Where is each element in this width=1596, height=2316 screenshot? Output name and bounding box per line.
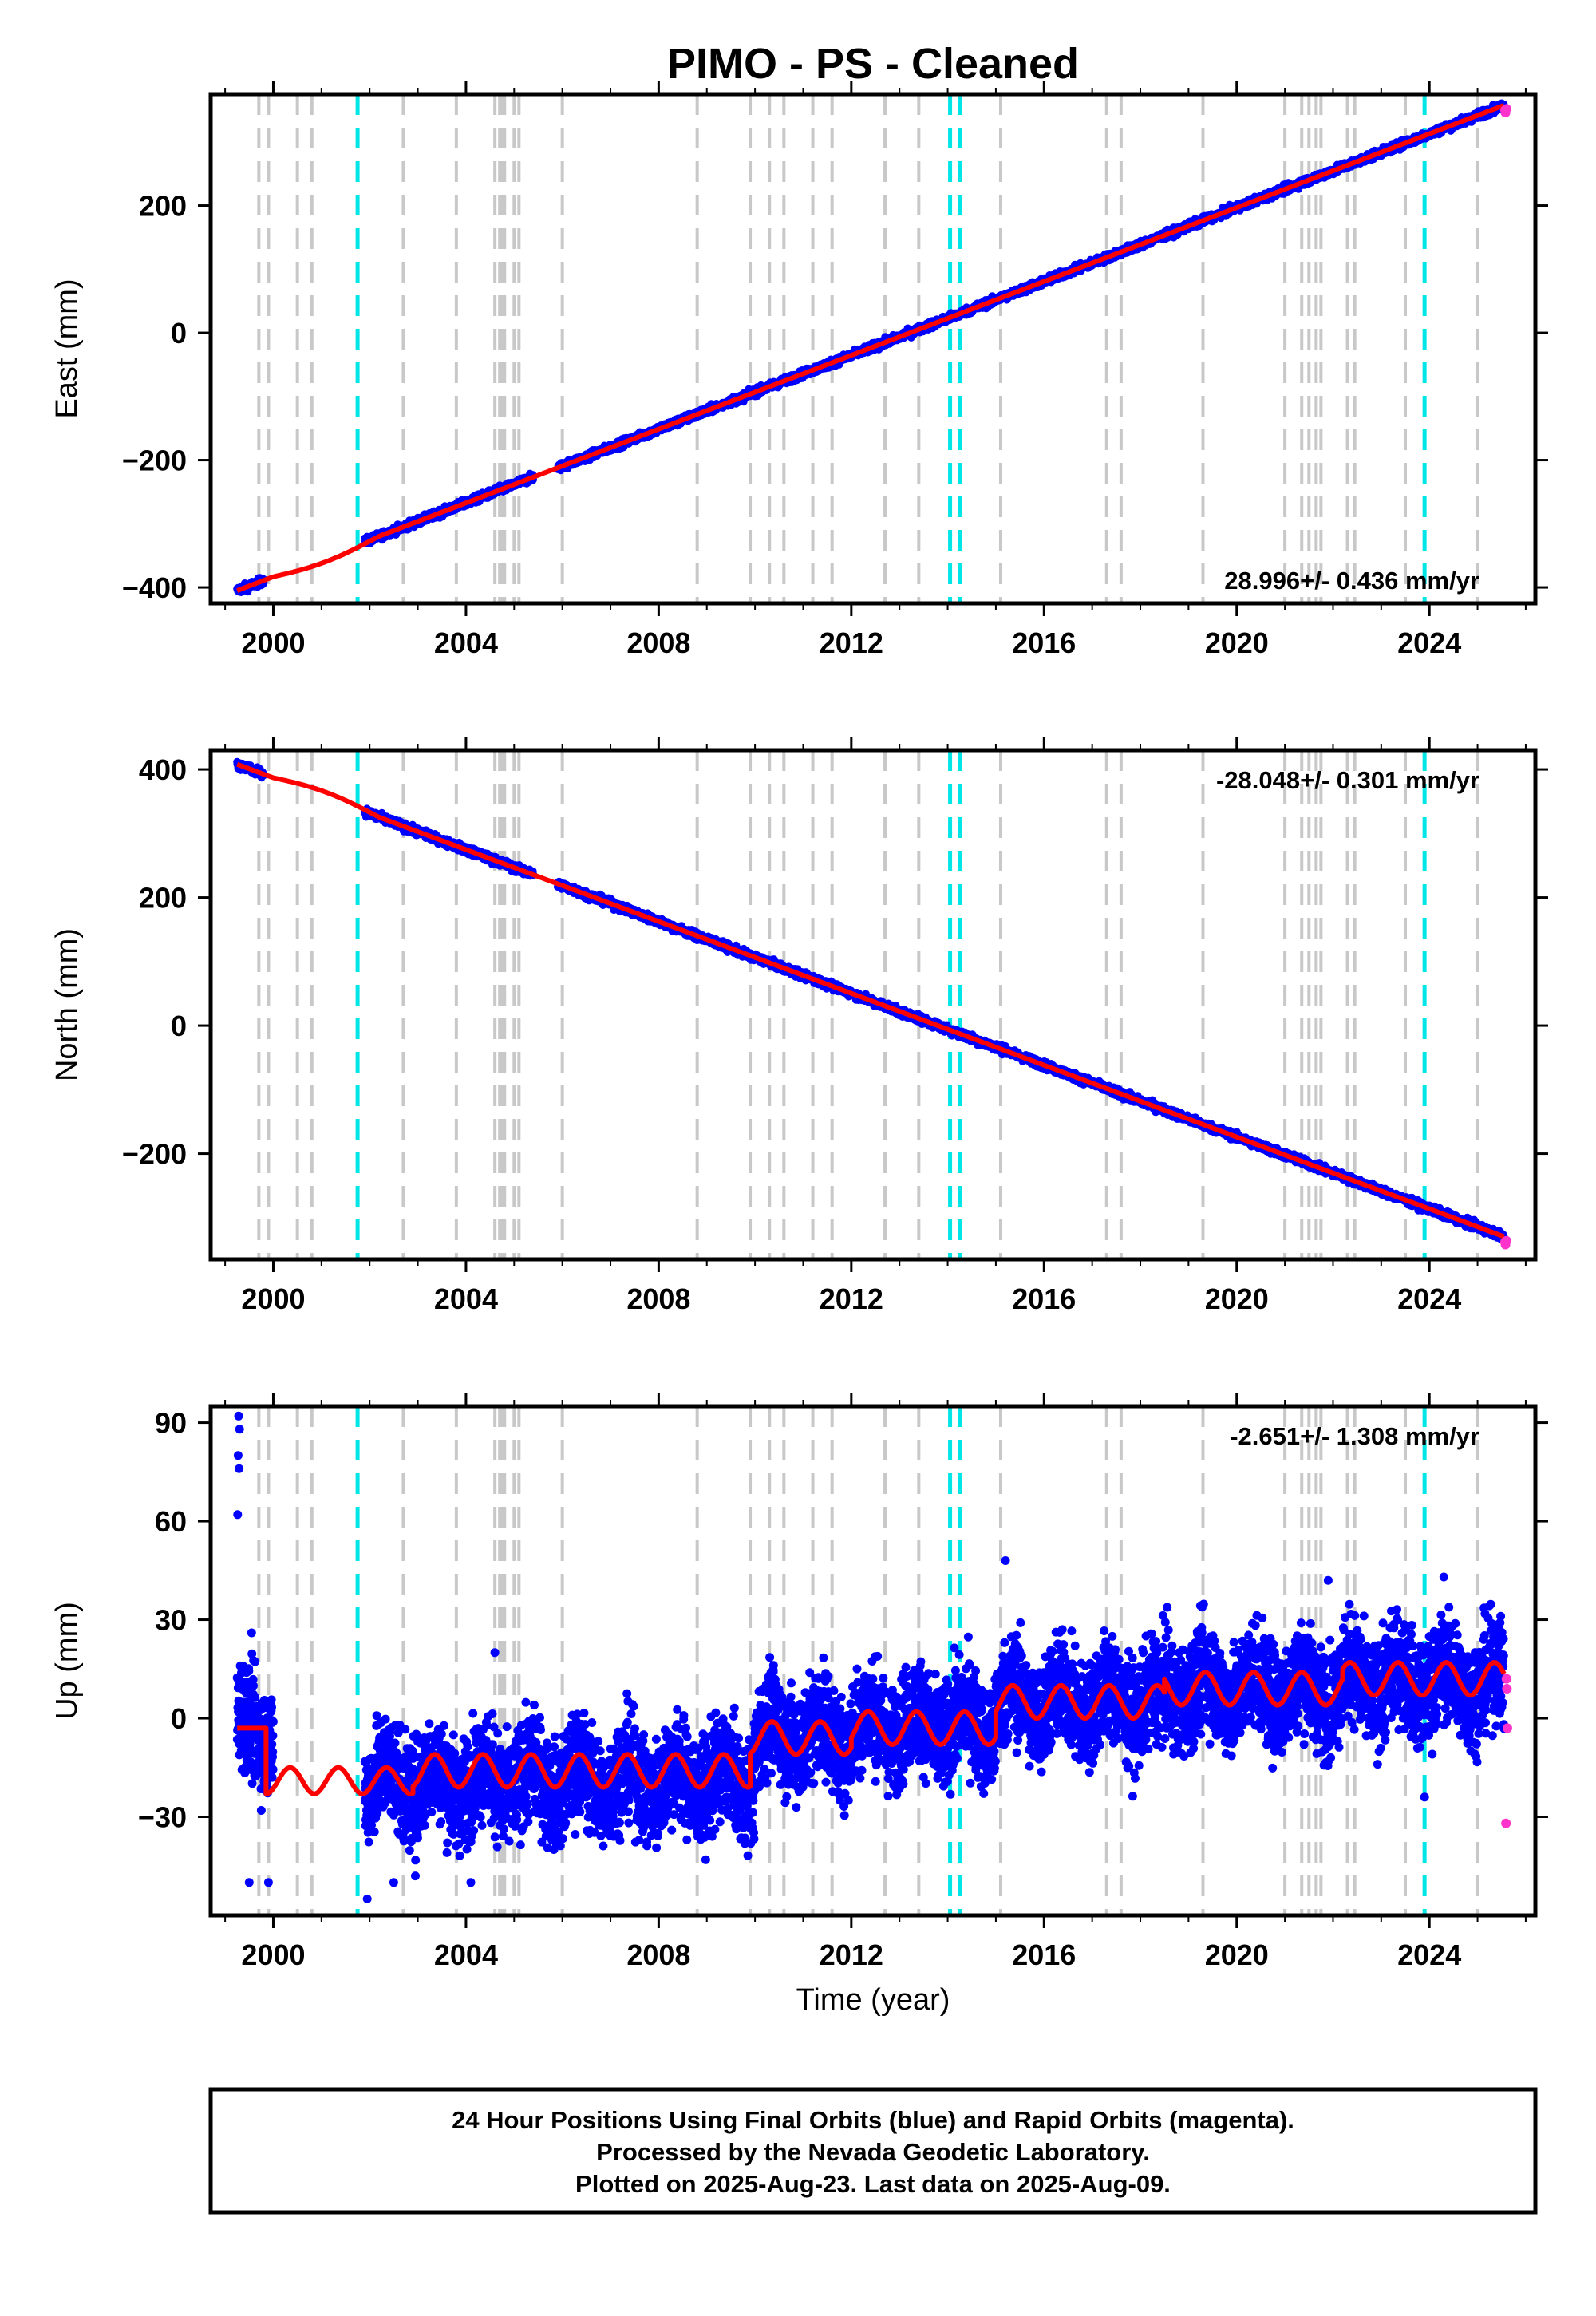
velocity-label: 28.996+/- 0.436 mm/yr	[1224, 567, 1479, 595]
rapid-orbit-point	[1501, 104, 1511, 114]
footer-line: Processed by the Nevada Geodetic Laborat…	[596, 2138, 1150, 2166]
model-curve	[235, 103, 1506, 593]
plot-area	[233, 94, 1511, 603]
rapid-orbit-point	[1501, 1674, 1511, 1684]
x-tick-label: 2016	[1012, 1939, 1076, 1971]
footer-line: Plotted on 2025-Aug-23. Last data on 202…	[575, 2170, 1171, 2198]
x-tick-label: 2016	[1012, 626, 1076, 659]
plot-area	[232, 1406, 1512, 1915]
x-tick-label: 2004	[434, 626, 498, 659]
x-tick-label: 2008	[626, 626, 690, 659]
footer-line: 24 Hour Positions Using Final Orbits (bl…	[452, 2106, 1294, 2134]
final-orbit-points	[232, 1411, 1509, 1903]
x-tick-label: 2012	[820, 626, 883, 659]
figure-title: PIMO - PS - Cleaned	[667, 40, 1079, 88]
x-tick-label: 2024	[1397, 1282, 1461, 1315]
y-axis-label: East (mm)	[50, 279, 84, 418]
rapid-orbit-point	[1501, 1235, 1511, 1246]
x-tick-label: 2008	[626, 1282, 690, 1315]
y-tick-label: 90	[155, 1407, 187, 1440]
y-axis-label: North (mm)	[50, 928, 84, 1081]
x-tick-label: 2000	[241, 1282, 305, 1315]
x-tick-label: 2004	[434, 1282, 498, 1315]
plot-frame	[208, 748, 1538, 1262]
y-tick-label: −400	[122, 571, 187, 604]
x-tick-label: 2000	[241, 1939, 305, 1971]
rapid-orbit-point	[1501, 1818, 1511, 1828]
footer-box: 24 Hour Positions Using Final Orbits (bl…	[208, 2087, 1538, 2215]
x-tick-label: 2024	[1397, 1939, 1461, 1971]
y-tick-label: 0	[171, 317, 187, 350]
x-tick-label: 2008	[626, 1939, 690, 1971]
plot-frame	[208, 1404, 1538, 1918]
x-tick-label: 2020	[1205, 626, 1269, 659]
x-tick-label: 2020	[1205, 1282, 1269, 1315]
x-tick-label: 2016	[1012, 1282, 1076, 1315]
velocity-label: -28.048+/- 0.301 mm/yr	[1216, 766, 1479, 794]
plot-frame	[208, 92, 1538, 606]
y-tick-label: 30	[155, 1604, 187, 1637]
x-tick-label: 2020	[1205, 1939, 1269, 1971]
x-tick-label: 2012	[820, 1282, 883, 1315]
chart-panel-2: 2000 2004 2008 2012 2016 2020 2024 −200 0 200 400 N…	[50, 737, 1548, 1315]
panels: 2000 2004 2008 2012 2016 2020 2024−400−2000200…	[50, 81, 1548, 1971]
rapid-orbit-point	[1502, 1683, 1512, 1694]
x-tick-label: 2004	[434, 1939, 498, 1971]
model-curve	[235, 761, 1506, 1239]
x-tick-label: 2012	[820, 1939, 883, 1971]
y-tick-label: −200	[122, 445, 187, 477]
y-tick-label: 60	[155, 1505, 187, 1538]
y-tick-label: −30	[138, 1801, 187, 1834]
x-tick-label: 2000	[241, 626, 305, 659]
y-tick-label: 200	[139, 882, 187, 915]
x-tick-label: 2024	[1397, 626, 1461, 659]
y-tick-label: −200	[122, 1138, 187, 1171]
chart-panel-1: 2000 2004 2008 2012 2016 2020 2024 −400 −200 0 200…	[50, 81, 1548, 659]
chart-panel-3: 2000 2004 2008 2012 2016 2020 2024 −30 0 30 60 90 Up…	[50, 1393, 1548, 1971]
model-curve	[235, 1660, 1507, 1796]
velocity-label: -2.651+/- 1.308 mm/yr	[1230, 1422, 1479, 1450]
y-tick-label: 0	[171, 1010, 187, 1042]
plot-area	[233, 750, 1511, 1259]
rapid-orbit-point	[1502, 1723, 1512, 1733]
x-axis-label: Time (year)	[796, 1983, 950, 2017]
y-axis-label: Up (mm)	[50, 1602, 84, 1720]
y-tick-label: 400	[139, 753, 187, 786]
y-tick-label: 0	[171, 1702, 187, 1735]
y-tick-label: 200	[139, 190, 187, 223]
